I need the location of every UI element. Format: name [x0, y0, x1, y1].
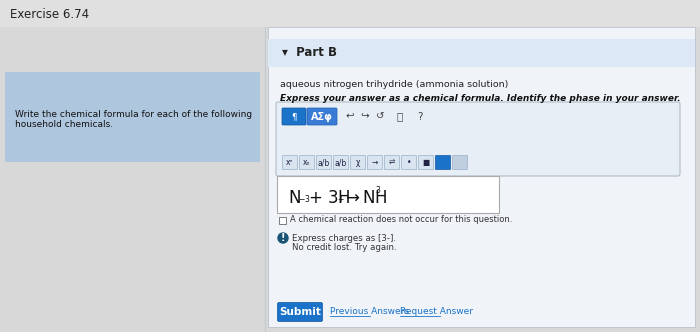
Text: A chemical reaction does not occur for this question.: A chemical reaction does not occur for t…: [290, 215, 512, 224]
FancyBboxPatch shape: [300, 155, 314, 170]
Circle shape: [278, 233, 288, 243]
Text: ¶: ¶: [291, 112, 297, 121]
Text: xₙ: xₙ: [303, 158, 311, 167]
Text: !: !: [281, 233, 286, 243]
Text: Express your answer as a chemical formula. Identify the phase in your answer.: Express your answer as a chemical formul…: [280, 94, 680, 103]
FancyBboxPatch shape: [316, 155, 332, 170]
Text: N: N: [288, 189, 300, 207]
Text: $_3$: $_3$: [375, 185, 382, 198]
Text: Previous Answers: Previous Answers: [330, 307, 409, 316]
FancyBboxPatch shape: [402, 155, 416, 170]
Text: a/b: a/b: [335, 158, 347, 167]
FancyBboxPatch shape: [0, 0, 700, 27]
FancyBboxPatch shape: [276, 102, 680, 176]
Text: Write the chemical formula for each of the following
household chemicals.: Write the chemical formula for each of t…: [15, 110, 252, 129]
FancyBboxPatch shape: [419, 155, 433, 170]
FancyBboxPatch shape: [277, 302, 323, 321]
Text: ↪: ↪: [360, 112, 370, 122]
FancyBboxPatch shape: [435, 155, 451, 170]
Text: $\rightarrow$NH: $\rightarrow$NH: [342, 189, 387, 207]
FancyBboxPatch shape: [268, 27, 695, 327]
Text: Express charges as [3-].: Express charges as [3-].: [292, 234, 396, 243]
Text: ↺: ↺: [376, 112, 384, 122]
FancyBboxPatch shape: [283, 155, 298, 170]
Text: ?: ?: [417, 112, 423, 122]
Text: No credit lost. Try again.: No credit lost. Try again.: [292, 243, 397, 252]
Text: ⬜: ⬜: [397, 112, 403, 122]
FancyBboxPatch shape: [333, 155, 349, 170]
Text: →: →: [372, 158, 378, 167]
Text: Exercise 6.74: Exercise 6.74: [10, 8, 89, 21]
Text: $^{+}$: $^{+}$: [337, 195, 344, 205]
Text: $+$ 3H: $+$ 3H: [308, 189, 350, 207]
FancyBboxPatch shape: [384, 155, 400, 170]
Text: a/b: a/b: [318, 158, 330, 167]
Text: ΑΣφ: ΑΣφ: [311, 112, 333, 122]
FancyBboxPatch shape: [277, 176, 499, 213]
Text: xⁿ: xⁿ: [286, 158, 294, 167]
Text: ⇌: ⇌: [389, 158, 396, 167]
Text: χ: χ: [356, 158, 360, 167]
Text: •: •: [407, 158, 412, 167]
FancyBboxPatch shape: [351, 155, 365, 170]
Text: $^{-3}$: $^{-3}$: [298, 195, 311, 205]
FancyBboxPatch shape: [368, 155, 382, 170]
Text: Submit: Submit: [279, 307, 321, 317]
Text: ▾  Part B: ▾ Part B: [282, 46, 337, 59]
FancyBboxPatch shape: [268, 39, 695, 67]
FancyBboxPatch shape: [282, 108, 306, 125]
FancyBboxPatch shape: [279, 217, 286, 224]
FancyBboxPatch shape: [307, 108, 337, 125]
Text: aqueous nitrogen trihydride (ammonia solution): aqueous nitrogen trihydride (ammonia sol…: [280, 80, 508, 89]
FancyBboxPatch shape: [452, 155, 468, 170]
FancyBboxPatch shape: [5, 72, 260, 162]
Text: ↩: ↩: [346, 112, 354, 122]
Text: ■: ■: [422, 158, 430, 167]
Text: Request Answer: Request Answer: [400, 307, 473, 316]
